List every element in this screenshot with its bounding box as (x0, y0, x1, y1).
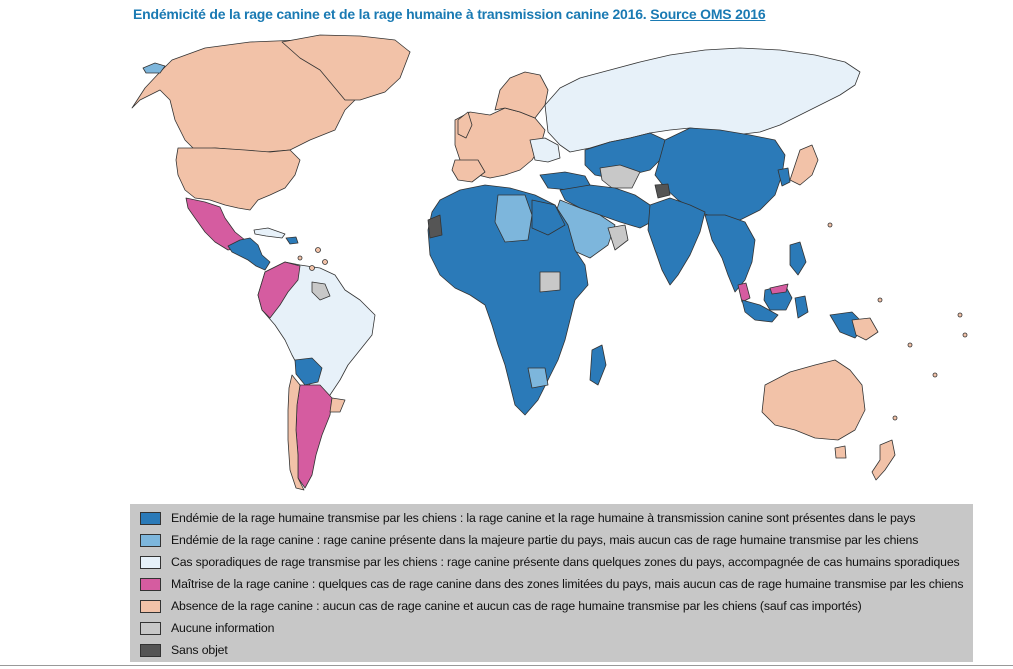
island-dot (322, 259, 328, 265)
region-usa (175, 147, 301, 211)
region-haiti (285, 236, 299, 245)
legend-swatch-peach (140, 599, 161, 613)
region-australia (761, 359, 866, 441)
region-japan (789, 144, 819, 186)
island-dot (877, 297, 883, 303)
legend-label: Aucune information (171, 621, 275, 635)
region-libya (494, 194, 533, 243)
legend-label: Endémie de la rage humaine transmise par… (171, 511, 916, 525)
region-afghanistan (654, 183, 671, 199)
legend-label: Endémie de la rage canine : rage canine … (171, 533, 919, 547)
island-dot (907, 342, 913, 348)
legend-row: Aucune information (140, 619, 274, 637)
europe (451, 71, 591, 191)
south-america (257, 261, 376, 491)
map-title: Endémicité de la rage canine et de la ra… (133, 6, 766, 22)
island-dot (892, 415, 898, 421)
region-yemen-oman (607, 224, 629, 251)
legend-swatch-pink (140, 577, 161, 591)
region-venezuela-colombia (257, 261, 301, 319)
source-link[interactable]: Source OMS 2016 (650, 6, 766, 22)
region-bolivia (294, 357, 323, 386)
region-greenland (281, 34, 411, 101)
legend-swatch-grey (140, 621, 161, 635)
legend-label: Cas sporadiques de rage transmise par le… (171, 555, 960, 569)
region-malaysia (737, 282, 751, 303)
region-central-asia-grey (599, 164, 641, 189)
island-dot (315, 247, 321, 253)
legend-label: Absence de la rage canine : aucun cas de… (171, 599, 862, 613)
region-sulawesi (794, 295, 809, 319)
region-china-mongolia (654, 127, 786, 221)
region-western-sahara (427, 214, 443, 239)
region-argentina (295, 384, 333, 489)
africa (427, 184, 607, 416)
world-map (131, 34, 968, 491)
region-cuba (253, 227, 286, 239)
legend-label: Maîtrise de la rage canine : quelques ca… (171, 577, 964, 591)
legend-row: Maîtrise de la rage canine : quelques ca… (140, 575, 964, 593)
region-uk-ireland (457, 111, 473, 139)
region-scandinavia (494, 71, 549, 119)
region-sarawak (769, 283, 789, 295)
legend-row: Endémie de la rage canine : rage canine … (140, 531, 918, 549)
small-islands (142, 62, 968, 421)
island-dot (827, 222, 833, 228)
region-korea (777, 167, 791, 187)
region-tasmania (834, 445, 847, 459)
region-eastern-europe (529, 137, 561, 163)
asia (554, 127, 879, 341)
region-india (647, 197, 706, 286)
oceania (761, 359, 896, 481)
region-madagascar (589, 344, 607, 386)
bottom-divider (0, 665, 1013, 666)
title-text: Endémicité de la rage canine et de la ra… (133, 6, 651, 22)
island-dot (309, 265, 315, 271)
region-africa (427, 184, 589, 416)
north-america (131, 34, 411, 271)
region-chile (287, 374, 305, 491)
legend-row: Absence de la rage canine : aucun cas de… (140, 597, 862, 615)
legend-row: Endémie de la rage humaine transmise par… (140, 509, 915, 527)
region-kazakhstan-central-asia (584, 132, 666, 179)
legend-swatch-very-light-blue (140, 555, 161, 569)
region-southeast-asia (704, 214, 756, 293)
region-south-sudan (539, 271, 561, 293)
island-dot (957, 312, 963, 318)
island-dot (297, 255, 303, 261)
map-legend: Endémie de la rage humaine transmise par… (130, 504, 973, 662)
island-dot (932, 372, 938, 378)
region-indonesia-west (741, 299, 779, 323)
region-png (851, 317, 879, 341)
region-new-zealand (871, 439, 896, 481)
region-zimbabwe (527, 367, 549, 389)
region-south-america-north (257, 261, 376, 401)
region-iceland (142, 62, 166, 74)
legend-swatch-dark-grey (140, 643, 161, 657)
region-uruguay (329, 397, 346, 413)
region-guianas (311, 281, 331, 301)
region-egypt (531, 199, 566, 236)
region-philippines (789, 241, 807, 276)
legend-label: Sans objet (171, 643, 228, 657)
region-iberia (451, 159, 486, 183)
region-central-america (227, 237, 271, 271)
island-dot (962, 332, 968, 338)
legend-swatch-light-blue (140, 533, 161, 547)
legend-row: Sans objet (140, 641, 228, 659)
legend-row: Cas sporadiques de rage transmise par le… (140, 553, 960, 571)
legend-swatch-dark-blue (140, 511, 161, 525)
